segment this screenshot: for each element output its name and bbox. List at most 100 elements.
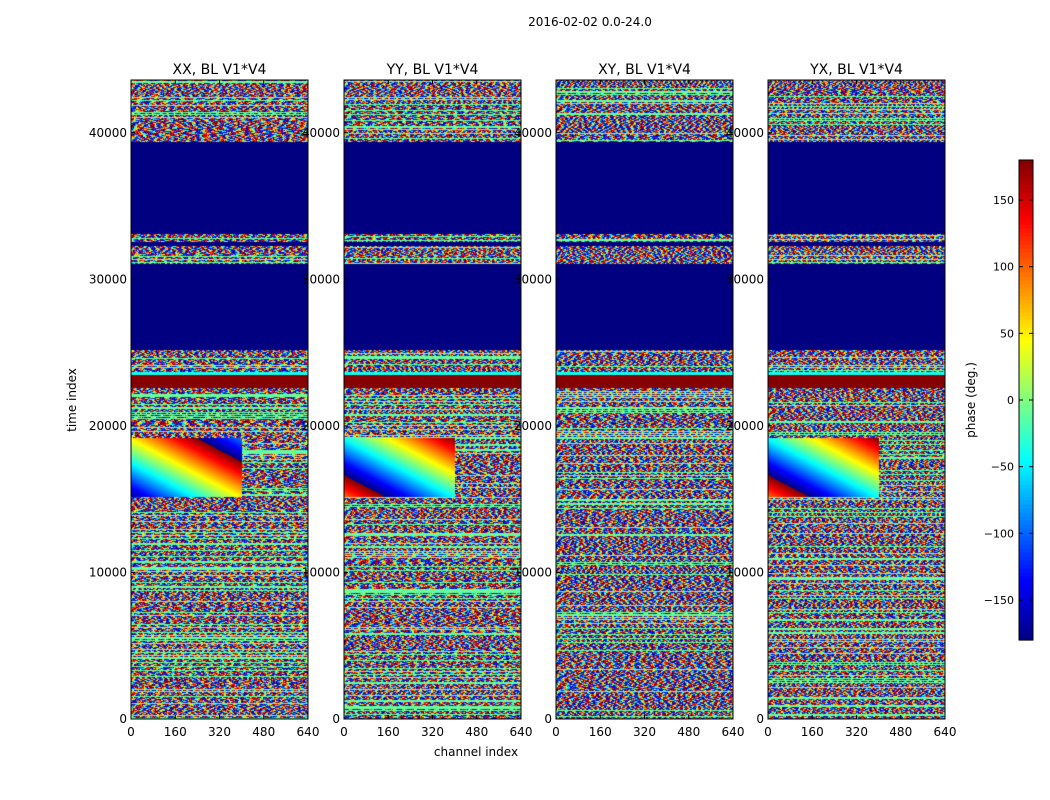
y-tick-label: 20000	[514, 419, 552, 433]
colorbar-swatch	[1019, 508, 1033, 513]
colorbar-swatch	[1019, 264, 1033, 269]
panel-xy: XY, BL V1*V4 0 160 320 480 640 0 10000 20000 3000…	[514, 62, 745, 739]
colorbar-swatch	[1019, 352, 1033, 357]
colorbar-tick-label: 100	[993, 261, 1014, 274]
y-tick-label: 30000	[302, 272, 340, 286]
colorbar-tick-label: −150	[984, 594, 1014, 607]
heatmap-image	[768, 80, 945, 719]
x-tick-label: 0	[764, 725, 772, 739]
y-tick-label: 0	[544, 712, 552, 726]
colorbar-swatch	[1019, 632, 1033, 637]
colorbar-swatch	[1019, 220, 1033, 225]
colorbar-swatch	[1019, 480, 1033, 485]
colorbar-swatch	[1019, 320, 1033, 325]
heatmap-canvas	[131, 80, 308, 719]
colorbar-swatch	[1019, 196, 1033, 201]
colorbar-swatch	[1019, 596, 1033, 601]
colorbar-swatch	[1019, 432, 1033, 437]
colorbar-swatch	[1019, 252, 1033, 257]
colorbar-swatch	[1019, 500, 1033, 505]
colorbar-swatch	[1019, 396, 1033, 401]
colorbar-swatch	[1019, 472, 1033, 477]
colorbar-swatch	[1019, 456, 1033, 461]
y-tick-label: 10000	[726, 565, 764, 579]
colorbar-swatch	[1019, 312, 1033, 317]
colorbar-swatch	[1019, 536, 1033, 541]
colorbar-swatch	[1019, 448, 1033, 453]
colorbar-swatch	[1019, 256, 1033, 261]
colorbar-swatch	[1019, 452, 1033, 457]
colorbar-swatch	[1019, 616, 1033, 621]
y-tick-label: 0	[332, 712, 340, 726]
colorbar-swatch	[1019, 372, 1033, 377]
colorbar-swatch	[1019, 496, 1033, 501]
x-tick-label: 480	[677, 725, 700, 739]
colorbar-swatch	[1019, 164, 1033, 169]
colorbar-swatch	[1019, 304, 1033, 309]
colorbar-swatch	[1019, 576, 1033, 581]
colorbar-swatch	[1019, 516, 1033, 521]
colorbar-swatch	[1019, 260, 1033, 265]
heatmap-image	[344, 80, 521, 719]
colorbar-swatch	[1019, 308, 1033, 313]
colorbar-swatch	[1019, 228, 1033, 233]
colorbar-swatch	[1019, 212, 1033, 217]
colorbar-swatch	[1019, 544, 1033, 549]
colorbar-swatch	[1019, 612, 1033, 617]
colorbar-swatch	[1019, 316, 1033, 321]
x-tick-label: 320	[421, 725, 444, 739]
colorbar-swatch	[1019, 296, 1033, 301]
x-tick-label: 0	[552, 725, 560, 739]
panel-yx: YX, BL V1*V4 0 160 320 480 640 0 10000 20000 3000…	[726, 62, 957, 739]
colorbar-swatch	[1019, 364, 1033, 369]
colorbar-swatch	[1019, 300, 1033, 305]
colorbar-swatch	[1019, 476, 1033, 481]
colorbar-swatch	[1019, 528, 1033, 533]
panel-xx: XX, BL V1*V4 0 160 320 480 640 0 10000 20000 3000…	[89, 62, 320, 739]
heatmap-canvas	[344, 80, 521, 719]
x-tick-label: 320	[633, 725, 656, 739]
y-tick-label: 20000	[89, 419, 127, 433]
colorbar-swatch	[1019, 420, 1033, 425]
heatmap-image	[131, 80, 308, 719]
x-tick-label: 160	[377, 725, 400, 739]
colorbar-tick-label: 0	[1007, 394, 1014, 407]
colorbar-swatch	[1019, 236, 1033, 241]
colorbar-swatch	[1019, 556, 1033, 561]
y-tick-label: 10000	[89, 565, 127, 579]
colorbar-swatch	[1019, 548, 1033, 553]
heatmap-canvas	[556, 80, 733, 719]
colorbar-swatch	[1019, 568, 1033, 573]
x-tick-label: 320	[845, 725, 868, 739]
y-tick-label: 40000	[514, 126, 552, 140]
colorbar-swatch	[1019, 248, 1033, 253]
colorbar-swatch	[1019, 392, 1033, 397]
colorbar-swatch	[1019, 280, 1033, 285]
colorbar-tick-label: 50	[1000, 327, 1014, 340]
y-tick-label: 0	[756, 712, 764, 726]
colorbar-swatch	[1019, 560, 1033, 565]
colorbar-swatch	[1019, 512, 1033, 517]
colorbar-swatch	[1019, 180, 1033, 185]
colorbar-swatch	[1019, 608, 1033, 613]
y-tick-label: 40000	[726, 126, 764, 140]
colorbar-swatch	[1019, 524, 1033, 529]
panel-yy: YY, BL V1*V4 0 160 320 480 640 0 10000 20000 3000…	[302, 62, 533, 739]
colorbar-swatch	[1019, 460, 1033, 465]
x-tick-label: 0	[340, 725, 348, 739]
colorbar-swatch	[1019, 604, 1033, 609]
colorbar-swatch	[1019, 200, 1033, 205]
colorbar-swatch	[1019, 488, 1033, 493]
colorbar-swatch	[1019, 492, 1033, 497]
colorbar-swatch	[1019, 580, 1033, 585]
panels-group: XX, BL V1*V4 0 160 320 480 640 0 10000 20000 3000…	[89, 62, 957, 739]
colorbar-swatch	[1019, 636, 1033, 641]
colorbar-swatch	[1019, 384, 1033, 389]
y-tick-label: 30000	[726, 272, 764, 286]
y-tick-label: 10000	[514, 565, 552, 579]
y-tick-label: 30000	[89, 272, 127, 286]
colorbar-swatch	[1019, 272, 1033, 277]
colorbar-swatch	[1019, 464, 1033, 469]
colorbar-swatch	[1019, 584, 1033, 589]
x-axis-label: channel index	[434, 745, 518, 759]
